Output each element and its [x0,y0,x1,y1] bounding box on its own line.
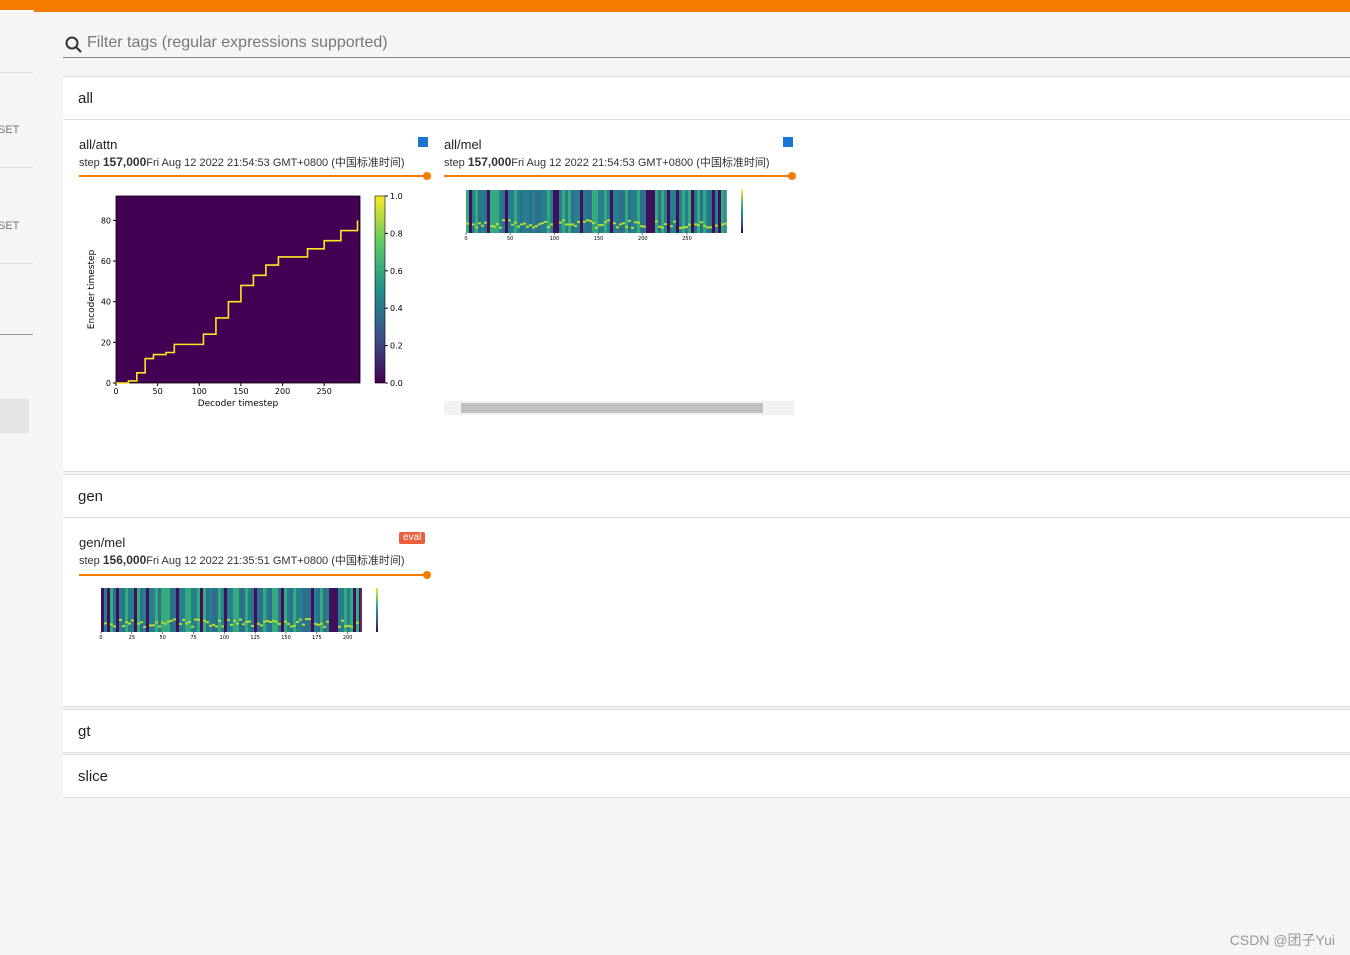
section-body [63,518,1350,707]
card-tag: all/mel [444,137,482,152]
step-label: step [444,157,465,169]
top-bar [0,0,1350,12]
step-value: 157,000 [467,155,512,169]
search-icon [65,36,82,53]
divider [0,334,33,335]
section-header[interactable]: all [63,76,1350,120]
step-info: step 157,000Fri Aug 12 2022 21:54:53 GMT… [444,154,770,170]
search-underline [63,57,1350,58]
search-input[interactable]: Filter tags (regular expressions support… [87,34,388,51]
section-header[interactable]: gt [63,709,1350,753]
expand-button[interactable] [418,137,428,147]
divider [0,72,33,73]
section-body [63,120,1350,472]
step-slider[interactable] [79,574,427,576]
step-label: step [79,157,100,169]
slider-knob[interactable] [423,172,431,180]
divider [0,167,33,168]
section-header[interactable]: slice [63,754,1350,798]
step-label: step [79,555,100,567]
step-info: step 156,000Fri Aug 12 2022 21:35:51 GMT… [79,552,405,568]
timestamp: Fri Aug 12 2022 21:54:53 GMT+0800 (中国标准时… [146,157,405,169]
card-tag: all/attn [79,137,118,152]
slider-knob[interactable] [423,571,431,579]
divider [0,263,33,264]
run-badge: eval [399,532,426,544]
card-tag: gen/mel [79,535,126,550]
step-value: 156,000 [102,553,147,567]
tab-indicator [0,10,34,12]
sidebar-item[interactable]: SET [0,220,20,232]
step-info: step 157,000Fri Aug 12 2022 21:54:53 GMT… [79,154,405,170]
section-header[interactable]: gen [63,474,1350,518]
sidebar-selected[interactable] [0,399,29,433]
sidebar-item[interactable]: SET [0,124,20,136]
expand-button[interactable] [783,137,793,147]
step-slider[interactable] [444,175,792,177]
watermark: CSDN @团子Yui [1229,932,1335,948]
step-value: 157,000 [102,155,147,169]
step-slider[interactable] [79,175,427,177]
timestamp: Fri Aug 12 2022 21:54:53 GMT+0800 (中国标准时… [511,157,770,169]
slider-knob[interactable] [788,172,796,180]
scrollbar[interactable] [444,401,794,415]
timestamp: Fri Aug 12 2022 21:35:51 GMT+0800 (中国标准时… [146,555,405,567]
